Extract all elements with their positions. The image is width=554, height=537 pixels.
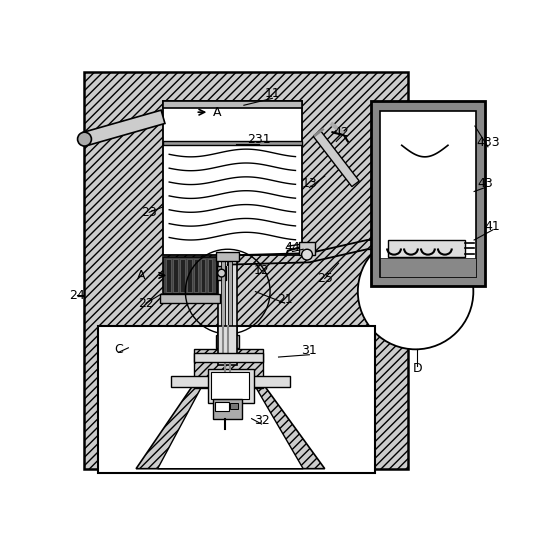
Text: 24: 24: [69, 289, 85, 302]
Text: C: C: [114, 343, 123, 356]
Bar: [163, 101, 301, 256]
Bar: [208, 368, 254, 403]
Bar: [299, 242, 315, 256]
Bar: [221, 256, 224, 342]
Bar: [85, 72, 408, 469]
Bar: [160, 294, 220, 303]
Bar: [228, 256, 232, 342]
Bar: [163, 101, 301, 107]
Bar: [187, 259, 192, 292]
Text: D: D: [412, 362, 422, 375]
Text: 42: 42: [334, 126, 350, 139]
Bar: [230, 403, 238, 409]
Bar: [208, 259, 212, 292]
Bar: [166, 259, 171, 292]
Text: 21: 21: [277, 293, 293, 306]
Text: 11: 11: [264, 87, 280, 100]
Bar: [217, 266, 226, 280]
Text: A: A: [213, 106, 221, 119]
Text: 22: 22: [138, 296, 154, 310]
Bar: [388, 240, 465, 257]
Text: A: A: [137, 269, 146, 282]
Text: 12: 12: [254, 264, 269, 277]
Bar: [171, 376, 290, 387]
Bar: [218, 326, 237, 365]
Bar: [201, 259, 206, 292]
Text: 13: 13: [301, 177, 317, 190]
Circle shape: [78, 132, 91, 146]
Circle shape: [358, 234, 473, 350]
Polygon shape: [158, 384, 303, 469]
Text: 433: 433: [476, 136, 500, 149]
Text: 23: 23: [141, 206, 157, 219]
Bar: [163, 141, 301, 146]
Text: 44: 44: [285, 241, 300, 254]
Bar: [218, 256, 237, 342]
Bar: [216, 251, 239, 261]
Bar: [173, 259, 178, 292]
Bar: [194, 350, 263, 388]
Bar: [216, 336, 239, 348]
Bar: [371, 101, 485, 286]
Polygon shape: [314, 131, 359, 186]
Bar: [211, 373, 249, 400]
Bar: [380, 258, 476, 277]
Bar: [194, 353, 263, 362]
Bar: [98, 326, 375, 473]
Bar: [216, 402, 229, 411]
Bar: [194, 259, 198, 292]
Bar: [180, 259, 184, 292]
Polygon shape: [136, 384, 325, 469]
Bar: [213, 400, 242, 419]
Bar: [163, 257, 217, 294]
Circle shape: [218, 269, 225, 277]
Polygon shape: [83, 110, 165, 146]
Text: 31: 31: [301, 344, 317, 358]
Text: 231: 231: [248, 133, 271, 147]
Text: 25: 25: [317, 272, 332, 285]
Circle shape: [301, 249, 312, 260]
Text: 43: 43: [477, 177, 493, 190]
Text: 41: 41: [485, 220, 500, 233]
Text: 32: 32: [254, 413, 269, 427]
Bar: [380, 111, 476, 277]
